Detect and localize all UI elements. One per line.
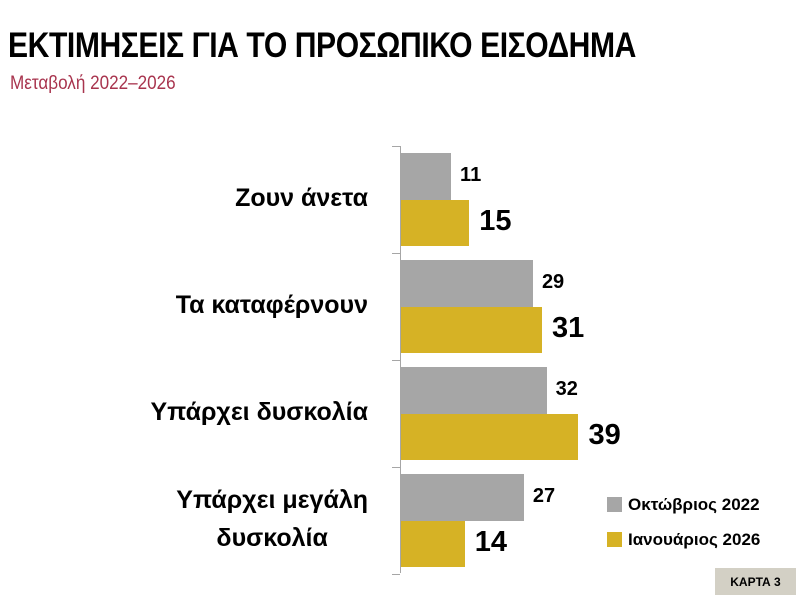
bar-jan-2026 <box>401 199 470 246</box>
legend: Οκτώβριος 2022 Ιανουάριος 2026 <box>607 487 760 557</box>
category-axis <box>400 146 401 573</box>
axis-tick <box>392 360 400 361</box>
axis-tick <box>392 146 400 147</box>
category-label-line: Τα καταφέρνουν <box>175 290 368 319</box>
axis-tick <box>392 574 400 575</box>
bar-oct-2022 <box>401 260 533 307</box>
bar-jan-2026 <box>401 306 543 353</box>
category-label: Υπάρχει δυσκολία <box>150 393 368 431</box>
category-label-line: Υπάρχει μεγάλη <box>176 485 368 514</box>
page-title: ΕΚΤΙΜΗΣΕΙΣ ΓΙΑ ΤΟ ΠΡΟΣΩΠΙΚΟ ΕΙΣΟΔΗΜΑ <box>8 26 636 65</box>
bar-jan-2026 <box>401 520 465 567</box>
legend-item-jan-2026: Ιανουάριος 2026 <box>607 522 760 557</box>
bar-oct-2022 <box>401 153 452 200</box>
category-label: Ζουν άνετα <box>235 179 368 217</box>
legend-label: Ιανουάριος 2026 <box>628 529 761 549</box>
data-label: 29 <box>541 271 565 293</box>
bar-jan-2026 <box>401 413 579 460</box>
card-badge: ΚΑΡΤΑ 3 <box>715 568 796 595</box>
legend-swatch-icon <box>607 497 622 512</box>
page-subtitle: Μεταβολή 2022–2026 <box>10 73 176 94</box>
data-label: 11 <box>460 164 482 186</box>
legend-swatch-icon <box>607 532 622 547</box>
data-label: 31 <box>552 311 585 344</box>
category-label-line: Ζουν άνετα <box>235 183 368 212</box>
data-label: 27 <box>532 485 556 507</box>
bar-oct-2022 <box>401 367 547 414</box>
data-label: 39 <box>588 418 621 451</box>
category-label: Τα καταφέρνουν <box>176 286 368 324</box>
legend-label: Οκτώβριος 2022 <box>628 494 760 514</box>
data-label: 15 <box>479 204 512 237</box>
axis-tick <box>392 467 400 468</box>
legend-item-oct-2022: Οκτώβριος 2022 <box>607 487 760 522</box>
category-label: Υπάρχει μεγάλη δυσκολία <box>176 481 368 557</box>
data-label: 14 <box>474 525 507 558</box>
data-label: 32 <box>555 378 578 400</box>
axis-tick <box>392 253 400 254</box>
category-label-line: δυσκολία <box>216 523 328 552</box>
bar-oct-2022 <box>401 474 524 521</box>
category-label-line: Υπάρχει δυσκολία <box>150 397 368 426</box>
